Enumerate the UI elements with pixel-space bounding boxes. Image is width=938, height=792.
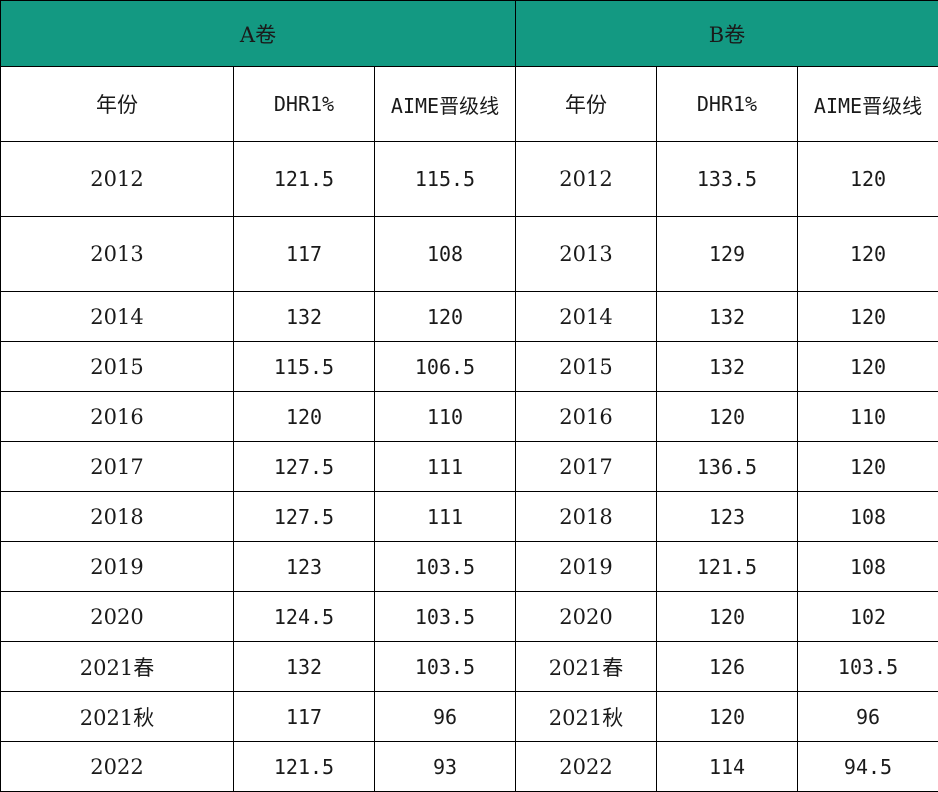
column-header-dhr-a: DHR1% — [233, 66, 375, 142]
cell-year-b: 2019 — [515, 541, 657, 592]
cell-aime-b: 96 — [796, 691, 938, 742]
cell-dhr-a: 127.5 — [233, 491, 375, 542]
cell-dhr-b: 120 — [656, 391, 798, 442]
cell-aime-b: 120 — [796, 341, 938, 392]
cell-year-a: 2020 — [0, 591, 234, 642]
cell-dhr-b: 133.5 — [656, 141, 798, 217]
cell-aime-b: 120 — [796, 141, 938, 217]
cell-aime-a: 120 — [374, 291, 516, 342]
cell-year-a: 2012 — [0, 141, 234, 217]
group-header-b: B卷 — [514, 0, 938, 67]
cell-aime-a: 103.5 — [374, 541, 516, 592]
table-row: 2012 121.5 115.5 2012 133.5 120 — [0, 141, 938, 217]
cell-year-b: 2021春 — [515, 641, 657, 692]
cell-dhr-b: 123 — [656, 491, 798, 542]
cell-year-a: 2016 — [0, 391, 234, 442]
table-row: 2021春 132 103.5 2021春 126 103.5 — [0, 641, 938, 692]
cell-dhr-b: 136.5 — [656, 441, 798, 492]
column-header-row: 年份 DHR1% AIME晋级线 年份 DHR1% AIME晋级线 — [0, 66, 938, 142]
cell-year-a: 2021春 — [0, 641, 234, 692]
table-row: 2017 127.5 111 2017 136.5 120 — [0, 441, 938, 492]
cell-year-a: 2014 — [0, 291, 234, 342]
table-row: 2020 124.5 103.5 2020 120 102 — [0, 591, 938, 642]
column-header-aime-a: AIME晋级线 — [374, 66, 516, 142]
cell-dhr-b: 121.5 — [656, 541, 798, 592]
cell-year-a: 2019 — [0, 541, 234, 592]
cell-year-b: 2020 — [515, 591, 657, 642]
cell-aime-a: 103.5 — [374, 591, 516, 642]
table-row: 2019 123 103.5 2019 121.5 108 — [0, 541, 938, 592]
cell-aime-a: 106.5 — [374, 341, 516, 392]
cell-year-b: 2017 — [515, 441, 657, 492]
cell-year-a: 2022 — [0, 741, 234, 792]
cell-aime-a: 111 — [374, 441, 516, 492]
cell-aime-a: 110 — [374, 391, 516, 442]
cell-year-b: 2013 — [515, 216, 657, 292]
cell-aime-a: 96 — [374, 691, 516, 742]
cell-year-a: 2013 — [0, 216, 234, 292]
cell-aime-b: 94.5 — [796, 741, 938, 792]
cell-dhr-a: 121.5 — [233, 741, 375, 792]
cell-aime-b: 108 — [796, 541, 938, 592]
cell-year-b: 2018 — [515, 491, 657, 542]
cell-aime-a: 93 — [374, 741, 516, 792]
cell-aime-b: 120 — [796, 216, 938, 292]
cell-dhr-a: 132 — [233, 641, 375, 692]
cell-dhr-b: 132 — [656, 291, 798, 342]
cell-dhr-b: 129 — [656, 216, 798, 292]
table-row: 2016 120 110 2016 120 110 — [0, 391, 938, 442]
cell-aime-a: 115.5 — [374, 141, 516, 217]
cell-year-b: 2021秋 — [515, 691, 657, 742]
cell-dhr-a: 124.5 — [233, 591, 375, 642]
cell-year-b: 2012 — [515, 141, 657, 217]
cell-aime-a: 103.5 — [374, 641, 516, 692]
cell-dhr-b: 132 — [656, 341, 798, 392]
cell-dhr-b: 120 — [656, 691, 798, 742]
cell-dhr-a: 115.5 — [233, 341, 375, 392]
cell-year-b: 2014 — [515, 291, 657, 342]
cell-year-a: 2017 — [0, 441, 234, 492]
cell-dhr-a: 127.5 — [233, 441, 375, 492]
cell-aime-b: 110 — [796, 391, 938, 442]
cell-dhr-a: 117 — [233, 216, 375, 292]
cell-year-a: 2021秋 — [0, 691, 234, 742]
cell-year-b: 2022 — [515, 741, 657, 792]
cell-aime-a: 111 — [374, 491, 516, 542]
cell-aime-a: 108 — [374, 216, 516, 292]
table-row: 2014 132 120 2014 132 120 — [0, 291, 938, 342]
column-header-aime-b: AIME晋级线 — [796, 66, 938, 142]
cell-dhr-b: 120 — [656, 591, 798, 642]
cell-dhr-a: 120 — [233, 391, 375, 442]
cell-aime-b: 108 — [796, 491, 938, 542]
column-header-dhr-b: DHR1% — [656, 66, 798, 142]
cell-dhr-b: 114 — [656, 741, 798, 792]
cell-dhr-a: 132 — [233, 291, 375, 342]
column-header-year-a: 年份 — [0, 66, 234, 142]
cell-year-b: 2016 — [515, 391, 657, 442]
cell-year-a: 2018 — [0, 491, 234, 542]
cell-dhr-a: 123 — [233, 541, 375, 592]
cell-dhr-b: 126 — [656, 641, 798, 692]
cell-year-a: 2015 — [0, 341, 234, 392]
table-row: 2021秋 117 96 2021秋 120 96 — [0, 691, 938, 742]
group-header-row: A卷 B卷 — [0, 0, 938, 67]
table-row: 2015 115.5 106.5 2015 132 120 — [0, 341, 938, 392]
cell-aime-b: 120 — [796, 291, 938, 342]
cell-aime-b: 120 — [796, 441, 938, 492]
table-row: 2022 121.5 93 2022 114 94.5 — [0, 741, 938, 792]
cell-aime-b: 103.5 — [796, 641, 938, 692]
column-header-year-b: 年份 — [515, 66, 657, 142]
cell-dhr-a: 117 — [233, 691, 375, 742]
table-row: 2018 127.5 111 2018 123 108 — [0, 491, 938, 542]
cell-year-b: 2015 — [515, 341, 657, 392]
group-header-a: A卷 — [0, 0, 516, 67]
table-row: 2013 117 108 2013 129 120 — [0, 216, 938, 292]
cell-aime-b: 102 — [796, 591, 938, 642]
cell-dhr-a: 121.5 — [233, 141, 375, 217]
